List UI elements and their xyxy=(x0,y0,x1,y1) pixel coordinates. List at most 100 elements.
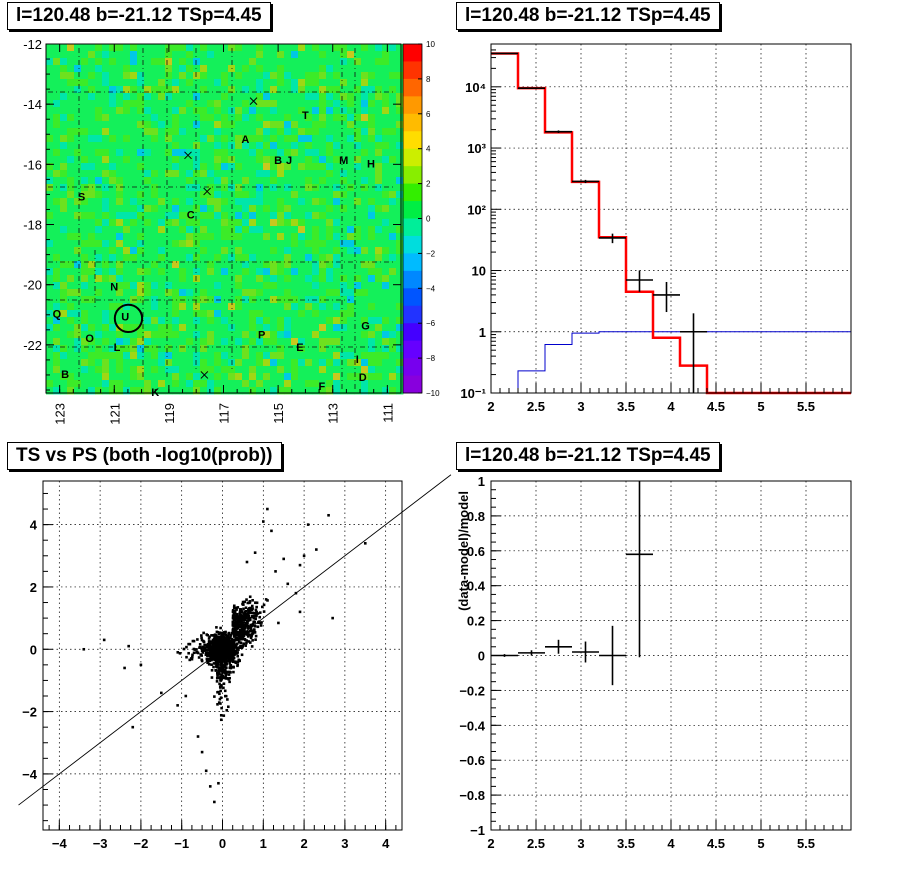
skymap-cell xyxy=(277,268,285,276)
skymap-cell xyxy=(326,247,334,255)
skymap-cell xyxy=(326,359,334,367)
skymap-cell xyxy=(151,198,159,206)
skymap-cell xyxy=(74,44,82,52)
scatter-point xyxy=(213,651,217,655)
skymap-cell xyxy=(312,86,320,94)
skymap-cell xyxy=(347,65,355,73)
skymap-cell xyxy=(81,184,89,192)
skymap-cell xyxy=(137,387,145,395)
skymap-cell xyxy=(305,366,313,374)
skymap-cell xyxy=(221,247,229,255)
skymap-cell xyxy=(109,86,117,94)
skymap-cell xyxy=(67,184,75,192)
skymap-cell xyxy=(333,247,341,255)
scatter-point xyxy=(196,735,200,738)
skymap-cell xyxy=(326,275,334,283)
skymap-cell xyxy=(116,289,124,297)
skymap-cell xyxy=(368,303,376,311)
skymap-cell xyxy=(102,100,110,108)
skymap-cell xyxy=(389,219,397,227)
skymap-cell xyxy=(179,219,187,227)
scatter-point xyxy=(220,654,224,658)
skymap-cell xyxy=(389,72,397,80)
scatter-point xyxy=(195,648,198,651)
skymap-cell xyxy=(172,226,180,234)
skymap-cell xyxy=(81,128,89,136)
skymap-cell xyxy=(74,184,82,192)
skymap-cell xyxy=(158,373,166,381)
skymap-cell xyxy=(389,387,397,395)
skymap-cell xyxy=(179,380,187,388)
skymap-cell xyxy=(312,317,320,325)
skymap-cell xyxy=(305,268,313,276)
skymap-cell xyxy=(214,44,222,52)
skymap-cell xyxy=(186,310,194,318)
skymap-cell xyxy=(354,240,362,248)
scatter-point xyxy=(228,670,231,674)
ts-vs-ps-title: TS vs PS (both -log10(prob)) xyxy=(7,442,282,470)
skymap-cell xyxy=(319,156,327,164)
skymap-cell xyxy=(60,142,68,150)
skymap-cell xyxy=(207,65,215,73)
skymap-cell xyxy=(200,184,208,192)
skymap-cell xyxy=(319,296,327,304)
skymap-cell xyxy=(242,212,250,220)
scatter-point xyxy=(244,644,247,647)
skymap-cell xyxy=(270,387,278,395)
skymap-cell xyxy=(284,261,292,269)
skymap-cell xyxy=(207,324,215,332)
skymap-cell xyxy=(46,163,54,171)
scatter-point xyxy=(240,628,244,631)
skymap-cell xyxy=(214,303,222,311)
scatter-point xyxy=(225,666,228,670)
skymap-cell xyxy=(284,387,292,395)
skymap-cell xyxy=(158,352,166,360)
skymap-cell xyxy=(347,51,355,59)
skymap-cell xyxy=(67,72,75,80)
skymap-cell xyxy=(249,226,257,234)
skymap-cell xyxy=(284,366,292,374)
skymap-cell xyxy=(172,366,180,374)
skymap-cell xyxy=(298,65,306,73)
skymap-cell xyxy=(144,107,152,115)
skymap-cell xyxy=(368,317,376,325)
skymap-cell xyxy=(333,177,341,185)
skymap-cell xyxy=(249,317,257,325)
scatter-point xyxy=(240,653,244,657)
source-label: T xyxy=(302,110,309,122)
scatter-point xyxy=(219,637,223,641)
skymap-cell xyxy=(200,380,208,388)
skymap-cell xyxy=(277,331,285,339)
skymap-cell xyxy=(256,359,264,367)
scatter-point xyxy=(306,523,310,526)
skymap-cell xyxy=(144,72,152,80)
skymap-cell xyxy=(389,233,397,241)
skymap-cell xyxy=(60,352,68,360)
skymap-cell xyxy=(389,261,397,269)
skymap-cell xyxy=(312,142,320,150)
skymap-cell xyxy=(46,114,54,122)
skymap-cell xyxy=(298,373,306,381)
skymap-cell xyxy=(382,51,390,59)
skymap-cell xyxy=(277,114,285,122)
scatter-point xyxy=(232,665,235,669)
skymap-cell xyxy=(354,93,362,101)
skymap-cell xyxy=(46,107,54,115)
skymap-cell xyxy=(186,58,194,66)
skymap-cell xyxy=(186,100,194,108)
skymap-cell xyxy=(137,44,145,52)
skymap-cell xyxy=(242,331,250,339)
skymap-cell xyxy=(270,107,278,115)
scatter-point xyxy=(184,694,188,698)
skymap-cell xyxy=(46,219,54,227)
skymap-cell xyxy=(165,212,173,220)
scatter-point xyxy=(226,653,229,657)
skymap-cell xyxy=(53,219,61,227)
skymap-cell xyxy=(137,268,145,276)
skymap-cell xyxy=(109,205,117,213)
skymap-cell xyxy=(340,212,348,220)
skymap-cell xyxy=(109,93,117,101)
scatter-point xyxy=(227,631,231,635)
skymap-cell xyxy=(312,149,320,157)
scatter-point xyxy=(230,637,234,641)
